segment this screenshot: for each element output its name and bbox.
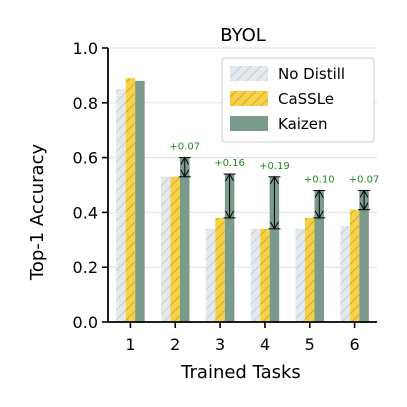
x-tick-label: 1 [125,335,135,354]
arrow-head [180,156,190,165]
x-axis-label: Trained Tasks [180,362,301,383]
legend: No Distill CaSSLe Kaizen [221,57,375,143]
arrow-head [225,173,235,182]
y-tick-label: 0.2 [73,258,98,277]
legend-label: CaSSLe [278,90,334,108]
arrow-head [269,221,279,230]
y-tick-label: 0.4 [73,203,98,222]
arrow-head [314,189,324,198]
improvement-label: +0.07 [169,142,200,153]
axes: 0.0 0.2 0.4 0.6 0.8 1.0 1 2 3 4 5 6 [73,39,377,354]
legend-swatch [230,116,268,131]
bars [116,78,369,322]
bar-cassle [125,78,136,322]
bar-kaizen [135,80,145,322]
bar-cassle [349,209,360,322]
improvement-label: +0.10 [304,174,335,185]
y-tick-label: 0.8 [73,94,98,113]
y-axis-label: Top-1 Accuracy [27,144,48,282]
improvement-label: +0.16 [214,158,245,169]
bar-kaizen [269,176,280,322]
improvement-arrow: +0.10 [304,174,335,219]
improvement-annotations: +0.07 +0.16 +0.19 +0.10 +0.07 [169,142,380,230]
arrow-head [269,175,279,185]
bar-no-distill [205,228,216,322]
bar-kaizen [180,157,190,322]
arrow-head [359,189,369,198]
chart-title: BYOL [220,25,266,46]
improvement-arrow: +0.07 [349,174,380,211]
arrow-head [180,169,190,178]
y-tick-label: 1.0 [73,39,98,58]
improvement-arrow: +0.16 [214,158,245,219]
legend-swatch [230,66,268,81]
improvement-arrow: +0.07 [169,142,200,178]
y-tick-label: 0.6 [73,149,98,168]
bar-no-distill [161,176,171,322]
x-tick-label: 2 [170,335,180,354]
x-tick-label: 6 [349,335,359,354]
arrow-head [314,210,324,219]
bar-no-distill [116,89,126,322]
improvement-label: +0.19 [259,161,290,172]
arrow-head [359,202,369,211]
bar-kaizen [224,174,235,322]
x-tick-label: 4 [260,335,270,354]
bar-no-distill [295,228,305,322]
bar-cassle [260,228,270,322]
bar-cassle [305,217,315,322]
legend-label: Kaizen [278,115,328,133]
legend-label: No Distill [278,65,345,83]
bar-no-distill [340,226,350,322]
arrow-head [225,210,235,219]
bar-cassle [215,217,225,322]
bar-no-distill [250,228,261,322]
improvement-arrow: +0.19 [259,161,290,230]
bar-kaizen [359,190,369,322]
x-tick-label: 3 [215,335,225,354]
bar-cassle [170,176,180,322]
improvement-label: +0.07 [349,174,380,185]
x-tick-label: 5 [305,335,315,354]
bar-kaizen [314,190,324,322]
legend-swatch [230,91,268,106]
y-tick-label: 0.0 [73,313,98,332]
